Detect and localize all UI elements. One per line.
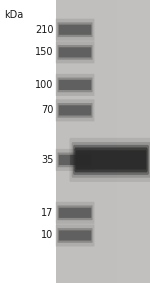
Bar — [70, 0, 72, 283]
Bar — [105, 0, 106, 283]
FancyBboxPatch shape — [56, 19, 94, 41]
Bar — [86, 0, 87, 283]
FancyBboxPatch shape — [56, 149, 94, 171]
Text: 100: 100 — [35, 80, 54, 90]
Bar — [123, 0, 125, 283]
FancyBboxPatch shape — [76, 150, 146, 170]
Bar — [147, 0, 148, 283]
Bar — [117, 0, 119, 283]
Text: 17: 17 — [41, 208, 54, 218]
FancyBboxPatch shape — [57, 228, 93, 243]
Bar — [119, 0, 120, 283]
Bar — [72, 0, 73, 283]
Bar — [101, 0, 103, 283]
Bar — [94, 0, 95, 283]
Bar — [106, 0, 108, 283]
Text: 210: 210 — [35, 25, 54, 35]
Bar — [108, 0, 109, 283]
Bar — [64, 0, 65, 283]
FancyBboxPatch shape — [69, 138, 150, 182]
Bar — [92, 0, 94, 283]
Bar — [84, 0, 86, 283]
FancyBboxPatch shape — [57, 205, 93, 220]
FancyBboxPatch shape — [57, 22, 93, 37]
Bar — [116, 0, 117, 283]
Text: 150: 150 — [35, 47, 54, 57]
FancyBboxPatch shape — [73, 145, 149, 175]
Bar — [136, 0, 137, 283]
FancyBboxPatch shape — [70, 155, 83, 165]
FancyBboxPatch shape — [56, 74, 94, 96]
Bar — [139, 0, 141, 283]
Bar — [125, 0, 126, 283]
Text: 70: 70 — [41, 105, 54, 115]
Bar — [126, 0, 128, 283]
Bar — [81, 0, 82, 283]
Bar — [111, 0, 112, 283]
FancyBboxPatch shape — [56, 41, 94, 63]
Bar — [103, 0, 105, 283]
FancyBboxPatch shape — [56, 202, 94, 224]
FancyBboxPatch shape — [59, 47, 91, 57]
Bar — [134, 0, 136, 283]
Bar — [112, 0, 114, 283]
Bar — [133, 0, 134, 283]
FancyBboxPatch shape — [59, 80, 91, 90]
Bar — [122, 0, 123, 283]
Bar — [90, 0, 92, 283]
Bar — [67, 0, 68, 283]
FancyBboxPatch shape — [56, 99, 94, 121]
Bar — [120, 0, 122, 283]
Bar — [100, 0, 101, 283]
Bar — [148, 0, 150, 283]
FancyBboxPatch shape — [59, 25, 91, 35]
Text: 10: 10 — [41, 230, 54, 241]
Bar — [128, 0, 130, 283]
Bar — [145, 0, 147, 283]
Bar — [68, 0, 70, 283]
FancyBboxPatch shape — [59, 155, 91, 165]
FancyBboxPatch shape — [74, 147, 148, 172]
FancyBboxPatch shape — [57, 153, 93, 167]
Bar — [137, 0, 139, 283]
Bar — [59, 0, 61, 283]
Bar — [130, 0, 131, 283]
FancyBboxPatch shape — [72, 142, 150, 178]
Bar — [97, 0, 98, 283]
Bar — [62, 0, 64, 283]
Bar — [131, 0, 133, 283]
Bar — [80, 0, 81, 283]
FancyBboxPatch shape — [57, 78, 93, 92]
FancyBboxPatch shape — [59, 105, 91, 115]
Bar — [142, 0, 144, 283]
Bar — [114, 0, 116, 283]
Bar — [56, 0, 150, 283]
Text: kDa: kDa — [4, 10, 24, 20]
FancyBboxPatch shape — [57, 103, 93, 118]
Bar — [65, 0, 67, 283]
Bar — [141, 0, 142, 283]
Bar — [61, 0, 62, 283]
Bar — [56, 0, 57, 283]
Bar — [78, 0, 80, 283]
Bar — [144, 0, 145, 283]
Bar — [109, 0, 111, 283]
Bar — [82, 0, 84, 283]
FancyBboxPatch shape — [57, 45, 93, 60]
FancyBboxPatch shape — [59, 208, 91, 218]
Bar — [76, 0, 78, 283]
Bar — [87, 0, 89, 283]
Bar — [75, 0, 76, 283]
Bar — [95, 0, 97, 283]
FancyBboxPatch shape — [56, 224, 94, 246]
FancyBboxPatch shape — [59, 230, 91, 241]
Bar — [73, 0, 75, 283]
Text: 35: 35 — [41, 155, 54, 165]
Bar — [98, 0, 100, 283]
Bar — [57, 0, 59, 283]
Bar — [89, 0, 90, 283]
